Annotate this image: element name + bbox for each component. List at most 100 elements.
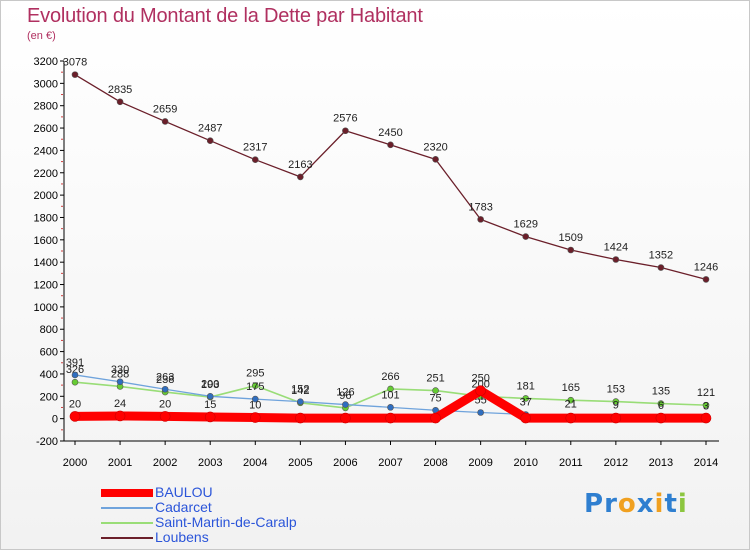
series-loubens: 3078 2835 2659 2487 2317 2163 2576 2450 2320 1783… bbox=[63, 57, 718, 283]
data-label: 2835 bbox=[108, 84, 132, 96]
y-tick-label: 2200 bbox=[34, 168, 58, 180]
data-point bbox=[161, 385, 169, 393]
y-tick-label: 3200 bbox=[34, 56, 58, 68]
data-label: 152 bbox=[291, 384, 309, 396]
data-point bbox=[295, 412, 306, 424]
chart-title: Evolution du Montant de la Dette par Hab… bbox=[27, 5, 423, 27]
data-point bbox=[342, 401, 349, 408]
data-point bbox=[612, 256, 620, 263]
logo-letter: i bbox=[654, 489, 665, 519]
data-point bbox=[567, 246, 575, 254]
proxiti-logo: Proxiti bbox=[584, 489, 688, 519]
data-label: 142 bbox=[291, 385, 309, 397]
data-point bbox=[340, 412, 351, 424]
data-point bbox=[565, 412, 577, 424]
data-point bbox=[432, 387, 439, 394]
data-label: 326 bbox=[66, 364, 84, 376]
data-point bbox=[206, 137, 214, 144]
data-label: 251 bbox=[426, 373, 444, 385]
data-label: 193 bbox=[201, 379, 219, 391]
logo-letter: t bbox=[664, 489, 678, 519]
data-label: 175 bbox=[246, 381, 264, 393]
data-label: 2317 bbox=[243, 142, 267, 154]
data-label: 330 bbox=[111, 364, 129, 376]
data-point bbox=[387, 385, 394, 393]
y-tick-label: 2800 bbox=[34, 101, 58, 113]
x-tick-label: 2002 bbox=[153, 457, 177, 469]
data-label: 2320 bbox=[423, 141, 447, 153]
data-point bbox=[432, 156, 439, 163]
data-label: 1246 bbox=[694, 261, 718, 273]
y-tick-label: -200 bbox=[36, 436, 58, 448]
x-tick-label: 2011 bbox=[559, 457, 583, 469]
legend-label-cadarcet: Cadarcet bbox=[155, 499, 212, 515]
data-label: 1783 bbox=[468, 201, 492, 213]
data-point bbox=[71, 371, 79, 379]
data-label: 391 bbox=[66, 357, 84, 369]
data-label: 10 bbox=[249, 400, 261, 412]
data-label: 2487 bbox=[198, 123, 222, 135]
logo-letter: r bbox=[604, 489, 618, 519]
y-tick-label: 2000 bbox=[34, 190, 58, 202]
x-tick-label: 2007 bbox=[378, 457, 402, 469]
data-point bbox=[161, 118, 169, 125]
data-point bbox=[700, 412, 712, 424]
data-point bbox=[477, 216, 484, 223]
data-label: 6 bbox=[658, 400, 664, 412]
data-point bbox=[387, 141, 394, 149]
data-label: 9 bbox=[613, 400, 619, 412]
legend-label-baulou: BAULOU bbox=[155, 484, 213, 500]
x-tick-label: 2012 bbox=[604, 457, 628, 469]
data-point bbox=[522, 395, 530, 402]
data-label: 126 bbox=[336, 387, 354, 399]
data-label: 37 bbox=[520, 397, 532, 409]
legend-swatch-cadarcet bbox=[101, 507, 153, 509]
data-label: 3 bbox=[703, 400, 709, 412]
data-point bbox=[251, 395, 259, 403]
data-point bbox=[475, 385, 486, 397]
y-tick-label: 800 bbox=[40, 324, 58, 336]
x-tick-label: 2001 bbox=[108, 457, 132, 469]
data-label: 1509 bbox=[559, 232, 583, 244]
data-point bbox=[297, 173, 304, 181]
data-label: 263 bbox=[156, 371, 174, 383]
y-tick-label: 1200 bbox=[34, 280, 58, 292]
logo-letter: x bbox=[636, 489, 655, 519]
data-point bbox=[702, 276, 710, 283]
chart-unit: (en €) bbox=[27, 30, 56, 42]
y-tick-label: 1000 bbox=[34, 302, 58, 314]
data-label: 200 bbox=[471, 378, 489, 390]
data-point bbox=[610, 412, 622, 424]
data-label: 250 bbox=[471, 373, 489, 385]
data-label: 2450 bbox=[378, 127, 402, 139]
data-label: 24 bbox=[114, 398, 126, 410]
data-label: 121 bbox=[697, 387, 715, 399]
x-tick-label: 2004 bbox=[243, 457, 267, 469]
logo-letter: P bbox=[584, 489, 605, 519]
legend-label-loubens: Loubens bbox=[155, 529, 209, 545]
data-label: 2576 bbox=[333, 113, 357, 125]
data-label: 96 bbox=[339, 390, 351, 402]
x-tick-label: 2013 bbox=[649, 457, 673, 469]
data-point bbox=[522, 233, 530, 240]
data-label: 1629 bbox=[513, 219, 537, 231]
data-point bbox=[657, 400, 665, 407]
data-point bbox=[206, 392, 214, 400]
data-point bbox=[430, 412, 441, 424]
data-label: 153 bbox=[607, 384, 625, 396]
data-label: 181 bbox=[517, 380, 535, 392]
data-label: 266 bbox=[381, 371, 399, 383]
data-point bbox=[655, 412, 667, 424]
series-baulou: 20 24 20 15 10 250 bbox=[69, 373, 712, 424]
data-point bbox=[387, 404, 394, 411]
data-label: 101 bbox=[381, 389, 399, 401]
y-tick-label: 1800 bbox=[34, 212, 58, 224]
data-point bbox=[159, 411, 171, 422]
data-point bbox=[69, 411, 81, 422]
data-label: 75 bbox=[429, 392, 441, 404]
data-point bbox=[116, 378, 124, 386]
data-point bbox=[251, 382, 259, 389]
data-label: 20 bbox=[159, 398, 171, 410]
data-label: 165 bbox=[562, 382, 580, 394]
